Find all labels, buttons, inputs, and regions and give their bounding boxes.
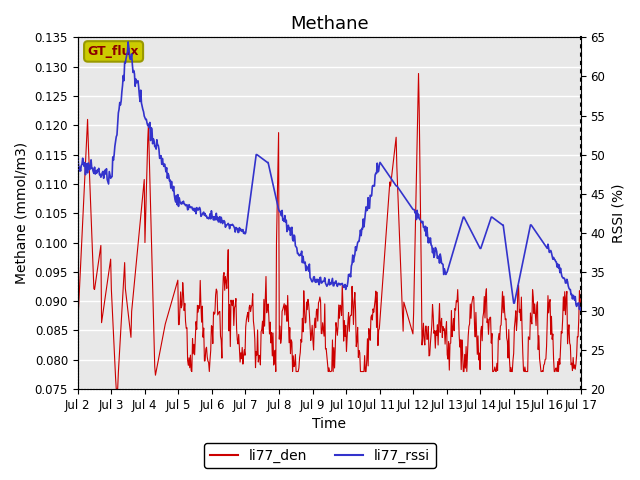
li77_rssi	[577, 308, 585, 314]
Line: li77_rssi: li77_rssi	[78, 42, 581, 311]
li77_den	[391, 146, 399, 152]
li77_rssi	[136, 92, 143, 98]
Y-axis label: Methane (mmol/m3): Methane (mmol/m3)	[15, 142, 29, 284]
li77_den	[213, 288, 221, 294]
Y-axis label: RSSI (%): RSSI (%)	[611, 183, 625, 243]
li77_rssi	[187, 204, 195, 210]
li77_rssi	[391, 181, 399, 187]
li77_den	[187, 352, 195, 358]
Line: li77_den: li77_den	[78, 73, 581, 389]
Text: GT_flux: GT_flux	[88, 45, 140, 58]
Legend: li77_den, li77_rssi: li77_den, li77_rssi	[204, 443, 436, 468]
li77_rssi	[83, 161, 91, 167]
li77_rssi	[74, 155, 82, 161]
li77_den	[136, 228, 143, 234]
li77_den	[83, 131, 91, 137]
li77_den	[577, 305, 585, 311]
li77_rssi	[124, 39, 132, 45]
Title: Methane: Methane	[290, 15, 369, 33]
li77_den	[415, 71, 422, 76]
li77_den	[406, 319, 413, 324]
li77_rssi	[406, 201, 413, 207]
li77_den	[74, 322, 82, 327]
li77_den	[113, 386, 120, 392]
li77_rssi	[213, 217, 221, 223]
X-axis label: Time: Time	[312, 418, 346, 432]
